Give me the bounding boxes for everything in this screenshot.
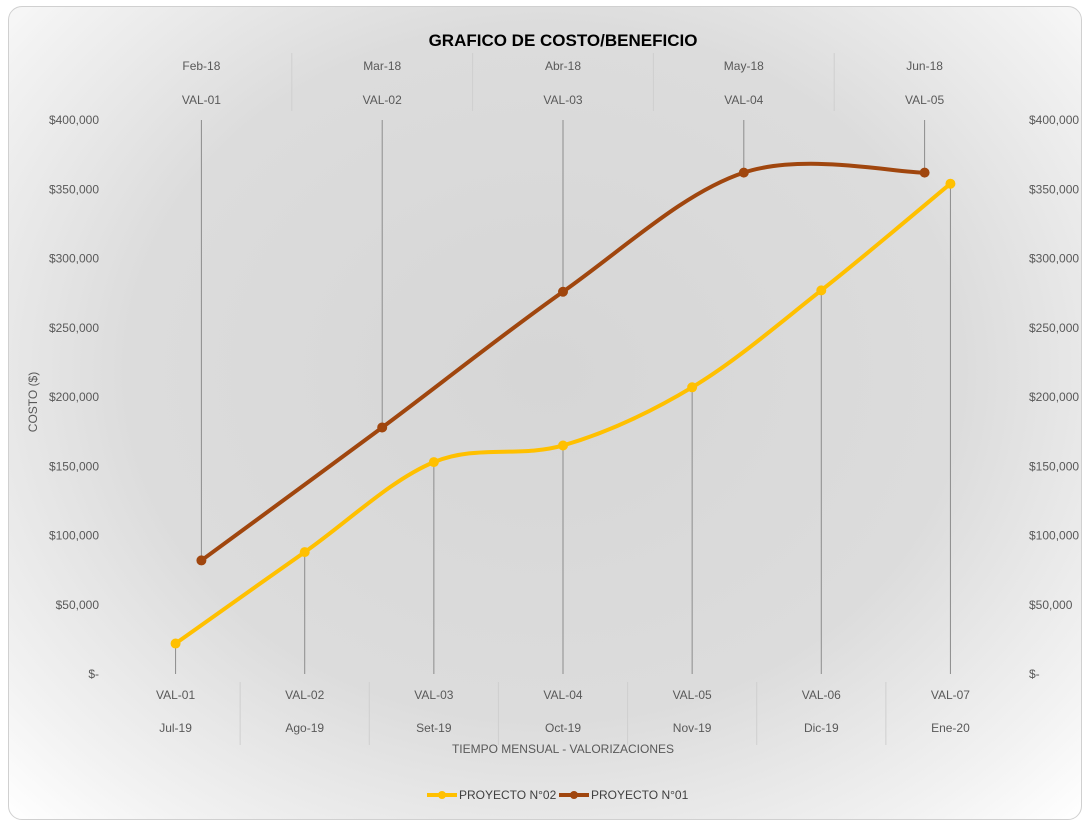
y-tick-left: $50,000 [56,598,100,612]
y-tick-left: $200,000 [49,390,99,404]
bottom-month-label: Oct-19 [545,721,581,735]
y-tick-right: $- [1029,667,1040,681]
y-tick-right: $50,000 [1029,598,1073,612]
y-tick-right: $300,000 [1029,252,1079,266]
y-axis-title: COSTO ($) [26,372,40,432]
bottom-category-label: VAL-03 [414,688,453,702]
y-tick-left: $100,000 [49,529,99,543]
bottom-category-label: VAL-06 [802,688,841,702]
y-tick-right: $100,000 [1029,529,1079,543]
top-month-label: Mar-18 [363,59,401,73]
data-point [299,547,310,558]
top-category-label: VAL-05 [905,93,944,107]
data-point [558,440,568,451]
data-point [558,286,568,297]
data-point [170,638,181,649]
top-month-label: Abr-18 [545,59,581,73]
y-tick-right: $150,000 [1029,459,1079,473]
cost-benefit-chart: GRAFICO DE COSTO/BENEFICIO $- $50,000 $100… [26,31,1079,802]
bottom-category-label: VAL-01 [156,688,195,702]
data-point [945,178,956,189]
top-month-label: Jun-18 [906,59,943,73]
bottom-category-label: VAL-02 [285,688,324,702]
top-category-label: VAL-04 [724,93,763,107]
y-tick-left: $150,000 [49,459,99,473]
x-axis-bottom: VAL-01 Jul-19 VAL-02 Ago-19 VAL-03 Set-19 VAL-… [156,688,970,735]
y-axis-right: $- $50,000 $100,000 $150,000 $200,000 $250,00… [1029,113,1079,681]
legend-swatch-marker [438,791,446,799]
chart-frame: GRAFICO DE COSTO/BENEFICIO $- $50,000 $100… [8,6,1082,820]
y-tick-left: $300,000 [49,252,99,266]
bottom-month-label: Ago-19 [285,721,324,735]
y-tick-right: $250,000 [1029,321,1079,335]
legend: PROYECTO N°02 PROYECTO N°01 [427,788,689,802]
top-category-label: VAL-02 [363,93,402,107]
y-tick-right: $350,000 [1029,182,1079,196]
legend-label: PROYECTO N°01 [591,788,689,802]
top-month-label: May-18 [724,59,764,73]
bottom-category-label: VAL-05 [673,688,712,702]
data-point [816,285,827,296]
top-month-label: Feb-18 [182,59,220,73]
chart-title: GRAFICO DE COSTO/BENEFICIO [429,31,698,50]
y-tick-left: $400,000 [49,113,99,127]
bottom-category-label: VAL-07 [931,688,970,702]
y-tick-left: $250,000 [49,321,99,335]
data-point [377,422,388,433]
drop-lines [175,120,951,674]
bottom-category-label: VAL-04 [543,688,582,702]
y-tick-left: $350,000 [49,182,99,196]
bottom-month-label: Dic-19 [804,721,839,735]
top-category-label: VAL-01 [182,93,221,107]
legend-label: PROYECTO N°02 [459,788,557,802]
data-point [196,555,207,566]
series-layer [170,161,956,649]
data-point [428,457,439,468]
data-point [687,382,698,393]
x-axis-title: TIEMPO MENSUAL - VALORIZACIONES [452,742,674,756]
data-point [738,167,749,178]
bottom-month-label: Ene-20 [931,721,970,735]
y-tick-left: $- [88,667,99,681]
data-point [919,167,930,178]
top-category-label: VAL-03 [543,93,582,107]
y-axis-left: $- $50,000 $100,000 $150,000 $200,000 $250,00… [49,113,99,681]
y-tick-right: $200,000 [1029,390,1079,404]
legend-swatch-marker [570,791,578,799]
bottom-month-label: Nov-19 [673,721,712,735]
y-tick-right: $400,000 [1029,113,1079,127]
bottom-month-label: Set-19 [416,721,452,735]
bottom-month-label: Jul-19 [159,721,192,735]
x-axis-top: Feb-18 VAL-01 Mar-18 VAL-02 Abr-18 VAL-03 May-… [182,59,945,107]
category-dividers [239,53,887,745]
